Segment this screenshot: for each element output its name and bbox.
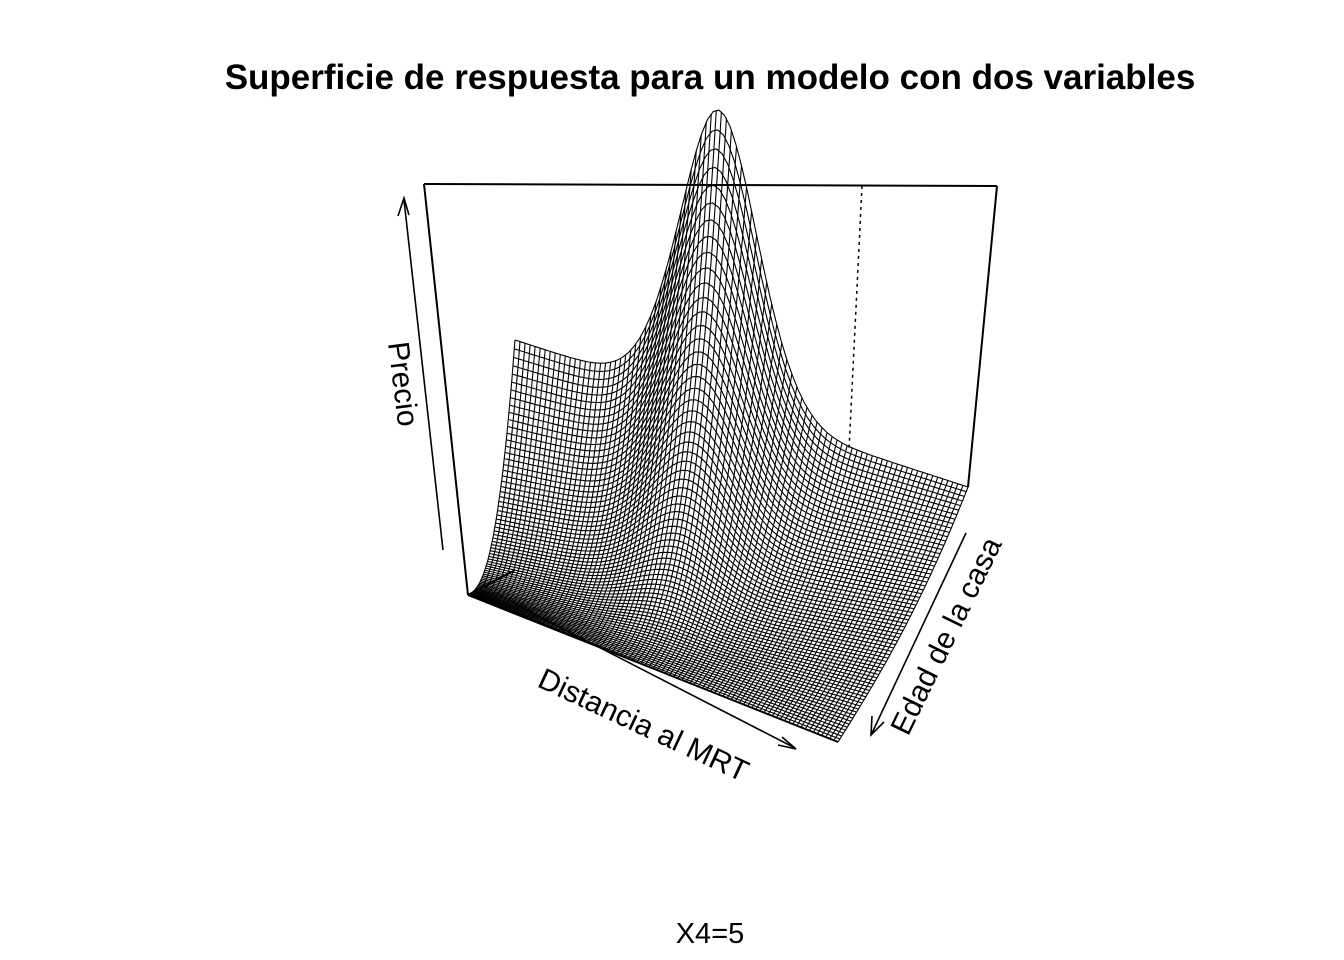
surface-mesh-line bbox=[476, 586, 863, 704]
y-axis-arrowhead bbox=[870, 715, 885, 738]
surface-mesh-line bbox=[493, 518, 909, 621]
z-axis-label: Precio bbox=[381, 340, 424, 428]
surface-mesh-line bbox=[494, 503, 913, 614]
surface-mesh-line bbox=[496, 478, 919, 602]
surface-mesh-line bbox=[477, 584, 867, 698]
surface-mesh-line bbox=[506, 325, 945, 546]
surface-mesh-line bbox=[468, 594, 841, 740]
surface-mesh-line bbox=[502, 399, 933, 571]
surface-mesh-line bbox=[498, 451, 924, 591]
surface-mesh-line bbox=[473, 590, 854, 719]
z-axis-arrowhead bbox=[397, 195, 410, 217]
surface-mesh-line bbox=[472, 591, 852, 722]
surface-mesh-line bbox=[496, 487, 917, 606]
box-top-back-edge bbox=[423, 183, 998, 187]
surface-mesh-line bbox=[492, 525, 907, 624]
surface-mesh-line bbox=[510, 219, 958, 516]
surface-mesh-line bbox=[500, 431, 928, 583]
surface-mesh-line bbox=[506, 311, 946, 542]
surface-mesh-line bbox=[507, 297, 948, 538]
surface-mesh-line bbox=[513, 148, 965, 497]
surface-mesh-line bbox=[487, 560, 893, 652]
surface-mesh-line bbox=[475, 587, 861, 707]
surface-mesh bbox=[467, 109, 969, 743]
surface-mesh-line bbox=[475, 588, 859, 710]
surface-mesh-line bbox=[501, 410, 932, 575]
surface-mesh-line bbox=[477, 585, 865, 701]
surface-mesh-line bbox=[509, 251, 954, 525]
surface-mesh-line bbox=[495, 495, 915, 610]
surface-mesh-line bbox=[474, 589, 857, 713]
x-axis-arrowhead bbox=[777, 736, 797, 750]
surface-mesh-line bbox=[486, 563, 891, 656]
surface-mesh-line bbox=[499, 441, 926, 587]
surface-mesh-line bbox=[512, 166, 963, 502]
axis-arrows bbox=[397, 195, 967, 750]
z-axis-arrow bbox=[403, 199, 444, 551]
surface-mesh-line bbox=[504, 351, 941, 555]
surface-mesh-line bbox=[498, 460, 922, 595]
surface-mesh-line bbox=[510, 235, 956, 520]
surface-mesh-line bbox=[483, 571, 883, 669]
surface-mesh-line bbox=[503, 376, 937, 563]
surface-mesh-line bbox=[494, 511, 911, 617]
surface-mesh-line bbox=[485, 565, 889, 659]
box-hidden-edge bbox=[848, 185, 863, 451]
surface-mesh-line bbox=[489, 552, 898, 642]
surface-mesh-line bbox=[473, 590, 855, 716]
surface-mesh-line bbox=[469, 593, 844, 734]
surface-mesh-line bbox=[487, 558, 894, 649]
surface-mesh-line bbox=[508, 267, 952, 529]
surface-mesh-line bbox=[504, 363, 939, 559]
surface-mesh-line bbox=[490, 550, 900, 639]
surface-mesh-line bbox=[488, 555, 896, 646]
surface-mesh-line bbox=[479, 581, 872, 688]
surface-mesh-line bbox=[481, 578, 876, 682]
surface-mesh-line bbox=[482, 575, 880, 676]
surface-mesh-line bbox=[502, 387, 935, 567]
surface-mesh-line bbox=[512, 184, 961, 507]
x-axis-arrow bbox=[514, 603, 796, 749]
surface-mesh-line bbox=[484, 569, 885, 666]
surface-mesh-line bbox=[508, 282, 950, 533]
surface-mesh-line bbox=[514, 109, 969, 488]
surface-mesh-line bbox=[500, 421, 930, 579]
surface-mesh-line bbox=[479, 582, 870, 692]
y-axis-arrow bbox=[871, 532, 967, 734]
surface-mesh-line bbox=[478, 583, 868, 695]
box-left-back-edge bbox=[423, 183, 469, 596]
surface-mesh-line bbox=[491, 539, 904, 632]
surface-mesh-line bbox=[470, 592, 846, 731]
surface-mesh-line bbox=[467, 594, 839, 743]
sub-label: X4=5 bbox=[675, 918, 745, 950]
surface-mesh-line bbox=[481, 576, 878, 679]
surface-mesh-line bbox=[497, 469, 920, 599]
surface-mesh-line bbox=[511, 202, 959, 511]
surface-mesh-line bbox=[483, 573, 881, 672]
surface-mesh-line bbox=[492, 532, 906, 628]
box-right-back-edge bbox=[967, 185, 998, 488]
surface-mesh-line bbox=[485, 567, 887, 663]
surface-mesh-line bbox=[514, 129, 967, 493]
surface-mesh-line bbox=[471, 592, 848, 728]
surface-mesh-line bbox=[480, 579, 874, 685]
chart-title: Superficie de respuesta para un modelo c… bbox=[224, 58, 1196, 97]
surface-mesh-line bbox=[469, 593, 842, 737]
surface-mesh-line bbox=[490, 545, 902, 635]
surface-mesh-line bbox=[505, 338, 943, 551]
